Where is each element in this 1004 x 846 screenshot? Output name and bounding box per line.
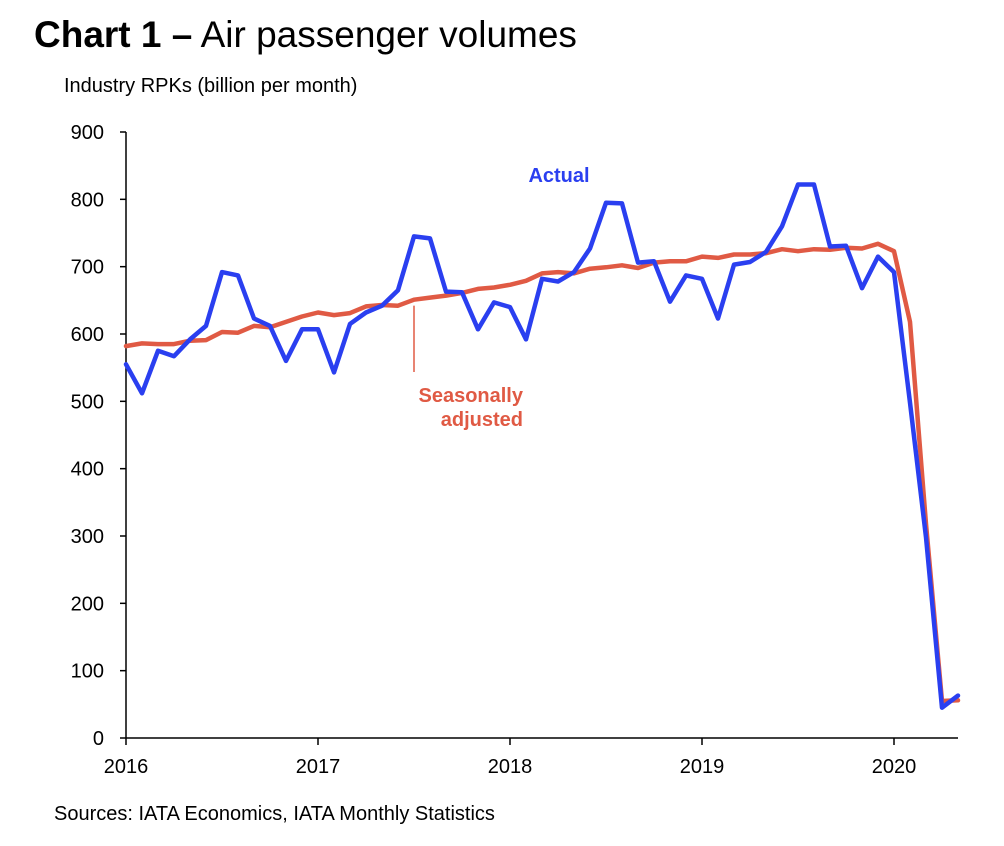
chart-title: Chart 1 – Air passenger volumes	[34, 10, 577, 60]
x-tick-label: 2017	[296, 756, 341, 778]
y-tick-label: 400	[71, 459, 104, 481]
seasonally-adjusted-series-line	[123, 241, 961, 704]
y-tick-label: 600	[71, 324, 104, 346]
x-tick-label: 2019	[680, 756, 725, 778]
y-tick-label: 500	[71, 391, 104, 413]
y-tick-label: 0	[93, 728, 104, 750]
x-tick-label: 2020	[872, 756, 917, 778]
y-tick-label: 900	[71, 122, 104, 144]
chart-title-bold: Chart 1 –	[34, 14, 193, 55]
y-tick-label: 300	[71, 526, 104, 548]
y-tick-label: 700	[71, 257, 104, 279]
source-note: Sources: IATA Economics, IATA Monthly St…	[54, 803, 495, 825]
actual-series-line	[123, 182, 961, 710]
seasonally-adjusted-annotation-line1: Seasonally	[418, 385, 523, 407]
y-axis-label: Industry RPKs (billion per month)	[64, 75, 358, 97]
y-tick-label: 100	[71, 661, 104, 683]
y-tick-label: 200	[71, 593, 104, 615]
chart-title-rest: Air passenger volumes	[192, 14, 577, 55]
seasonally-adjusted-annotation-line2: adjusted	[441, 409, 523, 431]
actual-annotation: Actual	[528, 165, 589, 187]
y-tick-label: 800	[71, 189, 104, 211]
x-tick-label: 2018	[488, 756, 533, 778]
x-tick-label: 2016	[104, 756, 149, 778]
